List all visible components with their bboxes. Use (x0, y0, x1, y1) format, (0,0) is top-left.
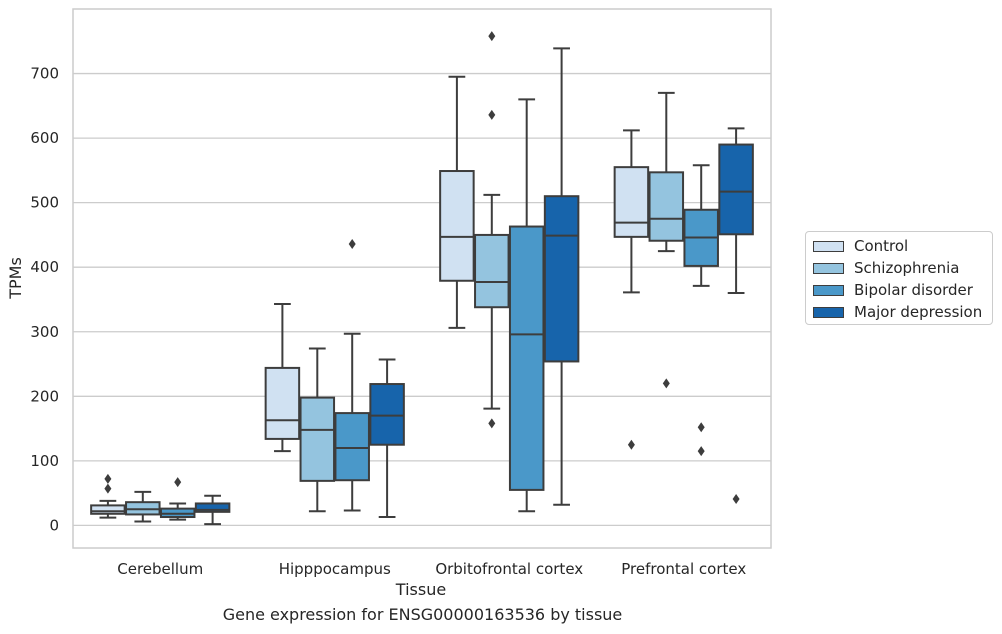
legend-item-schizophrenia: Schizophrenia (813, 258, 959, 278)
outlier-point (488, 418, 496, 429)
legend-item-control: Control (813, 236, 908, 256)
legend-label-bipolar-disorder: Bipolar disorder (854, 281, 973, 299)
box-plot (125, 490, 161, 523)
outlier-point (174, 477, 182, 488)
y-tick-label: 400 (30, 258, 59, 276)
y-tick-label: 500 (30, 194, 59, 212)
x-axis-label: Tissue (395, 580, 446, 599)
plot-area-frame (72, 8, 772, 549)
y-axis-label: TPMs (6, 257, 25, 300)
outlier-point (697, 422, 705, 433)
y-tick-label: 0 (49, 516, 59, 534)
box-plot (648, 91, 685, 389)
box-iqr (90, 504, 126, 515)
legend-swatch-control (813, 240, 844, 252)
box-plot (264, 302, 301, 453)
box-iqr (194, 502, 231, 513)
chart-caption: Gene expression for ENSG00000163536 by t… (222, 605, 623, 624)
box-iqr (613, 166, 650, 238)
box-plot (369, 358, 405, 519)
outlier-point (627, 439, 635, 450)
outlier-point (348, 238, 356, 249)
box-plot (543, 47, 580, 506)
box-iqr (299, 396, 336, 482)
x-tick-label: Orbitofrontal cortex (435, 560, 583, 578)
box-plot (194, 494, 231, 526)
box-iqr (369, 383, 405, 446)
box-iqr (543, 195, 580, 363)
box-iqr (648, 171, 685, 242)
legend-swatch-major-depression (813, 306, 844, 318)
box-plot (613, 129, 650, 450)
box-iqr (718, 143, 754, 236)
box-iqr (439, 170, 475, 282)
box-plot (159, 477, 196, 521)
y-tick-label: 600 (30, 129, 59, 147)
legend-label-schizophrenia: Schizophrenia (854, 259, 960, 277)
x-tick-label: Hipppocampus (279, 560, 391, 578)
y-tick-label: 100 (30, 452, 59, 470)
outlier-point (697, 446, 705, 457)
gridlines (73, 72, 771, 527)
outlier-point (488, 31, 496, 42)
x-tick-label: Prefrontal cortex (621, 560, 746, 578)
outlier-point (104, 483, 112, 494)
legend-item-bipolar-disorder: Bipolar disorder (813, 280, 973, 300)
x-axis-ticks: Cerebellum Hipppocampus Orbitofrontal cort… (117, 560, 746, 578)
legend-label-control: Control (854, 237, 909, 255)
x-tick-label: Cerebellum (117, 560, 203, 578)
outlier-point (104, 473, 112, 484)
box-iqr (474, 233, 510, 309)
outlier-point (662, 378, 670, 389)
legend-swatch-bipolar-disorder (813, 284, 844, 296)
box-iqr (508, 225, 545, 491)
outlier-point (732, 493, 740, 504)
box-plot (474, 31, 510, 429)
box-plot (508, 98, 545, 513)
box-plot (334, 238, 370, 512)
y-tick-label: 300 (30, 323, 59, 341)
legend-label-major-depression: Major depression (854, 303, 983, 321)
y-tick-label: 700 (30, 65, 59, 83)
box-iqr (334, 412, 370, 482)
box-iqr (264, 366, 301, 440)
legend-item-major-depression: Major depression (813, 302, 982, 322)
legend: Control Schizophrenia Bipolar disorder M… (805, 231, 993, 325)
y-tick-label: 200 (30, 387, 59, 405)
y-axis-ticks: 0 100 200 300 400 500 600 700 (30, 65, 59, 535)
outlier-point (488, 109, 496, 120)
box-plot (439, 75, 475, 329)
legend-swatch-schizophrenia (813, 262, 844, 274)
box-plot (718, 127, 754, 504)
box-plot (90, 473, 126, 519)
box-plot (299, 347, 336, 513)
boxes (90, 31, 754, 526)
box-plot (683, 164, 719, 457)
